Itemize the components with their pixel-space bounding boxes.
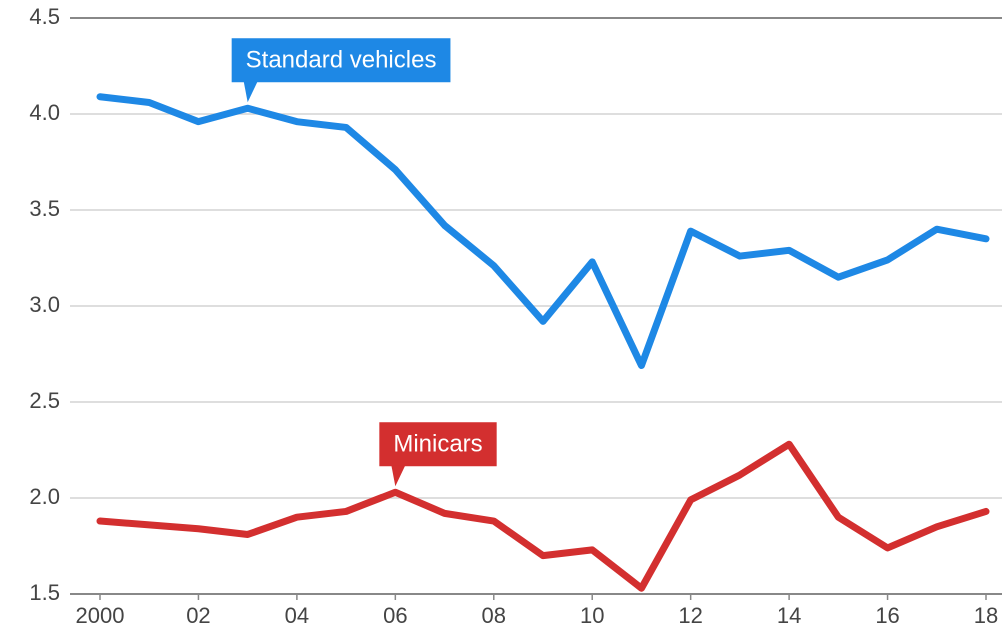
series-line	[96, 440, 990, 592]
y-tick-label: 3.0	[29, 292, 60, 317]
x-tick-label: 14	[777, 603, 801, 628]
x-tick-label: 16	[875, 603, 899, 628]
x-tick-label: 04	[285, 603, 309, 628]
callout-box	[231, 38, 451, 83]
legend-label: Standard vehicles	[246, 47, 437, 74]
series-line	[96, 93, 990, 370]
y-tick-label: 3.5	[29, 196, 60, 221]
y-tick-label: 1.5	[29, 580, 60, 605]
x-tick-label: 06	[383, 603, 407, 628]
legend-label: Minicars	[393, 431, 482, 458]
y-tick-label: 4.0	[29, 100, 60, 125]
callout-box	[379, 422, 497, 467]
x-tick-label: 08	[482, 603, 506, 628]
x-tick-label: 10	[580, 603, 604, 628]
callout-pointer	[391, 465, 406, 487]
x-tick-label: 12	[678, 603, 702, 628]
x-tick-label: 02	[186, 603, 210, 628]
callout-pointer	[243, 81, 258, 103]
y-tick-label: 2.5	[29, 388, 60, 413]
x-tick-label: 18	[974, 603, 998, 628]
series-callout: Standard vehicles	[231, 38, 451, 103]
y-tick-label: 2.0	[29, 484, 60, 509]
y-tick-label: 4.5	[29, 4, 60, 29]
x-tick-label: 2000	[76, 603, 125, 628]
series-callout: Minicars	[379, 422, 497, 487]
